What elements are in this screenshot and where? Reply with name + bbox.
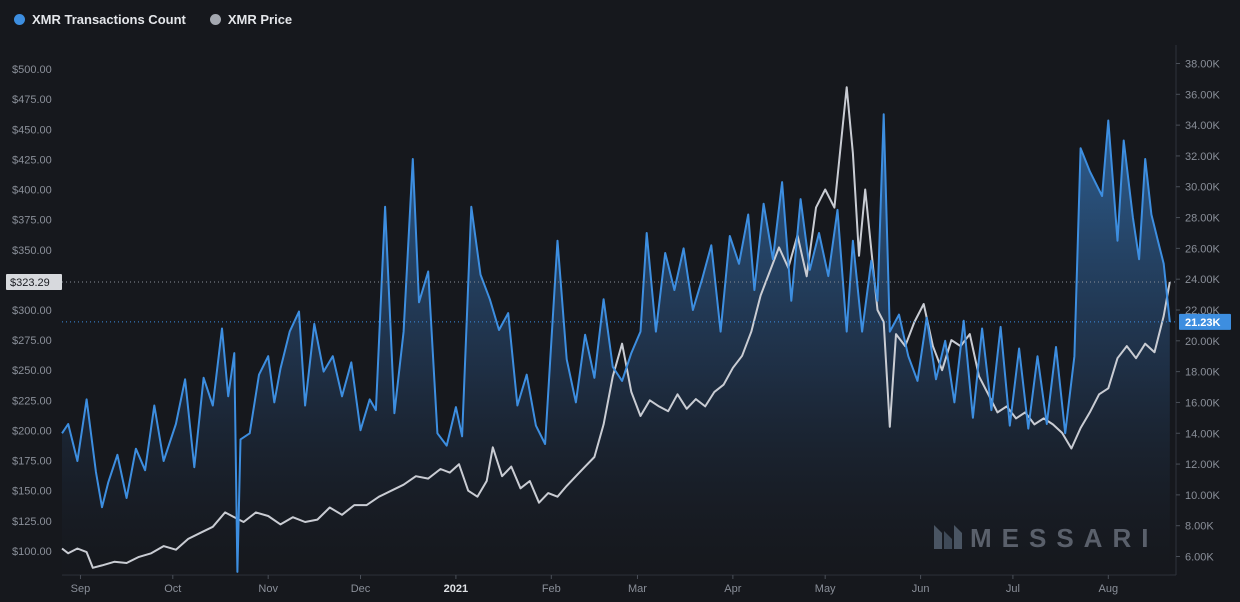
- legend-item-tx[interactable]: XMR Transactions Count: [14, 12, 186, 27]
- y-right-tick-label: 24.00K: [1185, 274, 1221, 286]
- x-tick-label: Jun: [912, 583, 930, 595]
- marker-layer: $323.29 21.23K: [6, 273, 1231, 330]
- y-left-tick-label: $175.00: [12, 456, 52, 468]
- y-right-tick-label: 14.00K: [1185, 428, 1221, 440]
- y-left-tick-label: $300.00: [12, 305, 52, 317]
- y-left-tick-label: $200.00: [12, 425, 52, 437]
- y-left-tick-label: $500.00: [12, 64, 52, 76]
- y-left-tick-label: $225.00: [12, 395, 52, 407]
- line-layer: [61, 86, 1171, 573]
- area-layer: [62, 114, 1170, 576]
- x-tick-label: Mar: [628, 583, 647, 595]
- price-line: [61, 86, 1171, 569]
- legend-dot-tx: [14, 13, 25, 25]
- y-left-tick-label: $450.00: [12, 124, 52, 136]
- y-left-tick-label: $425.00: [12, 154, 52, 166]
- tx-current-badge: [1179, 313, 1231, 330]
- y-right-tick-label: 16.00K: [1185, 397, 1221, 409]
- y-right-tick-label: 26.00K: [1185, 243, 1221, 255]
- x-tick-label: Jul: [1006, 583, 1020, 595]
- y-right-tick-label: 30.00K: [1185, 182, 1221, 194]
- price-current-badge: [6, 273, 62, 290]
- y-right-tick-label: 32.00K: [1185, 151, 1221, 163]
- y-right-tick-label: 18.00K: [1185, 367, 1221, 379]
- y-left-tick-label: $250.00: [12, 365, 52, 377]
- legend-label-tx: XMR Transactions Count: [32, 11, 186, 27]
- y-right-tick-label: 8.00K: [1185, 521, 1214, 533]
- y-right-tick-label: 6.00K: [1185, 552, 1214, 564]
- x-tick-label: Apr: [724, 583, 741, 595]
- x-tick-label: Oct: [164, 583, 181, 595]
- watermark-text: MESSARI: [970, 523, 1158, 553]
- y-left-tick-label: $475.00: [12, 94, 52, 106]
- tx-count-line: [61, 113, 1171, 573]
- price-current-label: $323.29: [10, 277, 50, 289]
- legend: XMR Transactions Count XMR Price: [14, 10, 292, 28]
- tx-count-area: [62, 114, 1170, 576]
- x-tick-label: Nov: [258, 583, 278, 595]
- tx-current-label: 21.23K: [1185, 317, 1221, 329]
- y-right-tick-label: 12.00K: [1185, 459, 1221, 471]
- y-left-tick-label: $375.00: [12, 215, 52, 227]
- y-right-tick-label: 36.00K: [1185, 89, 1221, 101]
- watermark: MESSARI: [934, 523, 1158, 553]
- y-left-tick-label: $275.00: [12, 335, 52, 347]
- x-tick-label: 2021: [444, 583, 468, 595]
- y-left-tick-label: $350.00: [12, 245, 52, 257]
- legend-item-price[interactable]: XMR Price: [209, 11, 293, 27]
- y-right-tick-label: 38.00K: [1185, 58, 1221, 70]
- x-tick-label: May: [815, 583, 836, 595]
- y-right-tick-label: 20.00K: [1185, 336, 1221, 348]
- y-right-tick-label: 10.00K: [1185, 490, 1221, 502]
- messari-logo-icon: [934, 525, 962, 549]
- x-tick-label: Sep: [71, 583, 91, 595]
- x-tick-label: Aug: [1099, 583, 1119, 595]
- legend-dot-price: [209, 13, 221, 25]
- y-left-tick-label: $125.00: [12, 516, 52, 528]
- legend-label-price: XMR Price: [227, 11, 293, 27]
- y-right-tick-label: 28.00K: [1185, 213, 1221, 225]
- y-left-tick-label: $100.00: [12, 546, 52, 558]
- y-left-tick-label: $150.00: [12, 486, 52, 498]
- x-tick-label: Dec: [351, 583, 371, 595]
- x-tick-label: Feb: [542, 583, 561, 595]
- y-right-tick-label: 34.00K: [1185, 120, 1221, 132]
- y-left-tick-label: $400.00: [12, 185, 52, 197]
